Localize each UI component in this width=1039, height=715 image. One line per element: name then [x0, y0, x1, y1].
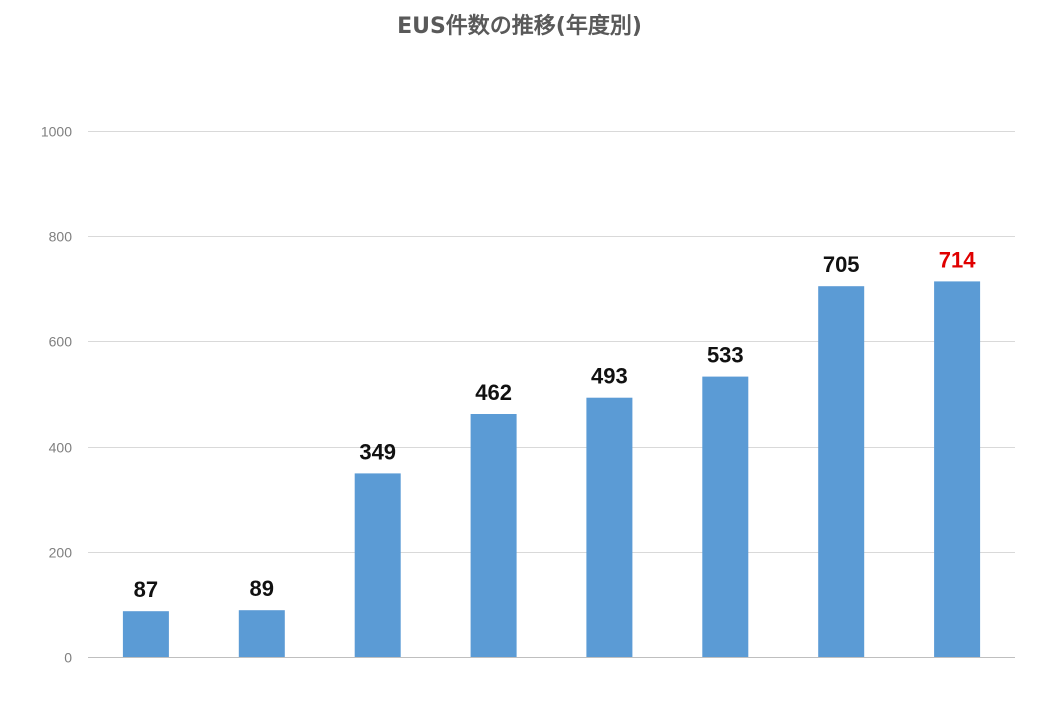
bar: [818, 286, 865, 657]
bar: [586, 397, 633, 657]
y-tick-label: 200: [49, 545, 73, 561]
data-label: 493: [591, 364, 628, 389]
data-label: 87: [134, 577, 158, 602]
bar: [238, 610, 285, 657]
bar: [702, 376, 749, 657]
y-tick-label: 800: [49, 229, 73, 245]
data-label: 714: [939, 247, 976, 272]
data-label: 533: [707, 343, 744, 368]
bar: [354, 473, 401, 657]
bars: [122, 281, 981, 657]
y-axis-ticks: 0 200 400 600 800 1000: [41, 124, 72, 666]
bar: [122, 611, 169, 657]
data-label: 89: [250, 576, 274, 601]
data-label: 462: [475, 380, 512, 405]
gridlines: [88, 131, 1015, 658]
data-label: 349: [359, 439, 396, 464]
y-tick-label: 600: [49, 334, 73, 350]
data-labels: 87 89 349 462 493 533 705 714: [134, 247, 977, 602]
bar: [934, 281, 981, 657]
y-tick-label: 1000: [41, 124, 72, 140]
chart-title: EUS件数の推移(年度別): [397, 14, 642, 39]
data-label: 705: [823, 252, 860, 277]
bar: [470, 414, 517, 657]
y-tick-label: 0: [64, 650, 72, 666]
y-tick-label: 400: [49, 440, 73, 456]
